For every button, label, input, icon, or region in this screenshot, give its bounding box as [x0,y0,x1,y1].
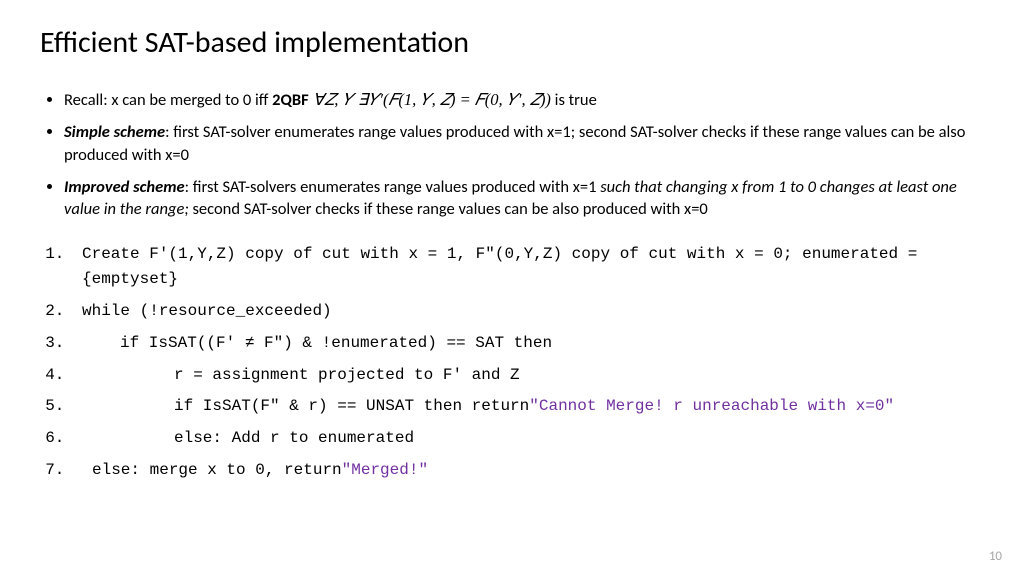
bullet-text: : first SAT-solver enumerates range valu… [64,122,965,164]
bullet-text: is true [551,90,597,110]
bullet-list: Recall: x can be merged to 0 iff 2QBF ∀𝑍… [40,89,984,220]
bullet-head: Improved scheme [64,177,185,197]
bullet-text: Recall: x can be merged to 0 iff [64,90,272,110]
algo-step-3: if IsSAT((F' ≠ F") & !enumerated) == SAT… [74,331,984,356]
algo-quote: "Merged!" [342,461,428,479]
algo-text: r = assignment projected to F' and Z [82,363,520,388]
page-number: 10 [989,549,1002,564]
algo-step-7: else: merge x to 0, return "Merged!" [74,458,984,483]
slide: Efficient SAT-based implementation Recal… [0,0,1024,576]
algo-text: if IsSAT(F" & r) == UNSAT then return [82,394,529,419]
algo-text: Create F'(1,Y,Z) copy of cut with x = 1,… [82,245,917,288]
algo-step-6: else: Add r to enumerated [74,426,984,451]
algo-text: else: Add r to enumerated [82,426,414,451]
algo-text: while (!resource_exceeded) [82,302,332,320]
bullet-text: : first SAT-solvers enumerates range val… [185,177,601,197]
algo-step-5: if IsSAT(F" & r) == UNSAT then return "C… [74,394,984,419]
bullet-bold: 2QBF [272,90,309,110]
bullet-simple-scheme: Simple scheme: first SAT-solver enumerat… [64,121,984,166]
slide-title: Efficient SAT-based implementation [40,24,984,61]
bullet-text: second SAT-solver checks if these range … [189,199,708,219]
algorithm-list: Create F'(1,Y,Z) copy of cut with x = 1,… [40,242,984,482]
bullet-head: Simple scheme [64,122,165,142]
bullet-math: ∀𝑍, 𝑌 ∃𝑌′(𝐹(1, 𝑌, 𝑍) = 𝐹(0, 𝑌′, 𝑍)) [309,90,551,109]
algo-step-1: Create F'(1,Y,Z) copy of cut with x = 1,… [74,242,984,292]
algo-quote: "Cannot Merge! r unreachable with x=0" [529,397,894,415]
algo-text: if IsSAT((F' ≠ F") & !enumerated) == SAT… [82,331,552,356]
bullet-recall: Recall: x can be merged to 0 iff 2QBF ∀𝑍… [64,89,984,111]
bullet-improved-scheme: Improved scheme: first SAT-solvers enume… [64,176,984,221]
algo-step-4: r = assignment projected to F' and Z [74,363,984,388]
algo-step-2: while (!resource_exceeded) [74,299,984,324]
algo-text: else: merge x to 0, return [82,458,342,483]
